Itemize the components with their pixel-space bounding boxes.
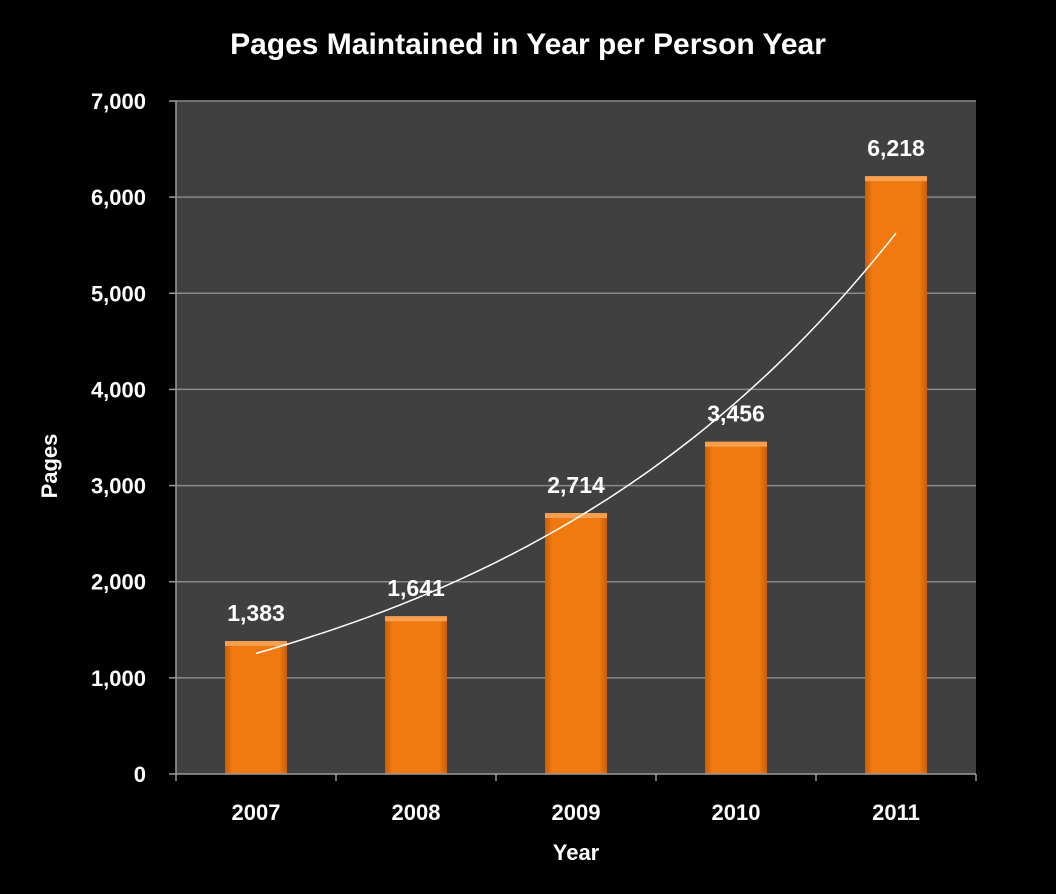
x-tick-label: 2011 [872,800,920,825]
data-label: 1,383 [227,600,285,626]
y-tick-label: 6,000 [91,185,146,210]
data-label: 3,456 [707,401,765,427]
bar [225,641,287,774]
y-tick-label: 5,000 [91,281,146,306]
bar-top-highlight [545,513,607,519]
y-tick-label: 4,000 [91,377,146,402]
bar [545,513,607,774]
y-tick-label: 7,000 [91,89,146,114]
data-label: 2,714 [547,472,605,498]
data-label: 6,218 [867,135,925,161]
bar-top-highlight [865,176,927,182]
bar-top-highlight [225,641,287,647]
bar [865,176,927,774]
y-tick-label: 3,000 [91,474,146,499]
data-label: 1,641 [387,575,445,601]
trendline [255,232,897,655]
bar [385,616,447,774]
bar-top-highlight [705,441,767,447]
y-tick-label: 0 [134,762,146,787]
y-tick-label: 2,000 [91,570,146,595]
bar-top-highlight [385,616,447,622]
x-tick-label: 2010 [712,800,761,825]
bar [705,441,767,774]
x-tick-label: 2008 [392,800,441,825]
chart-title: Pages Maintained in Year per Person Year [230,28,826,61]
x-tick-label: 2009 [552,800,601,825]
y-tick-label: 1,000 [91,666,146,691]
x-axis-label: Year [552,840,600,865]
x-tick-label: 2007 [232,800,281,825]
